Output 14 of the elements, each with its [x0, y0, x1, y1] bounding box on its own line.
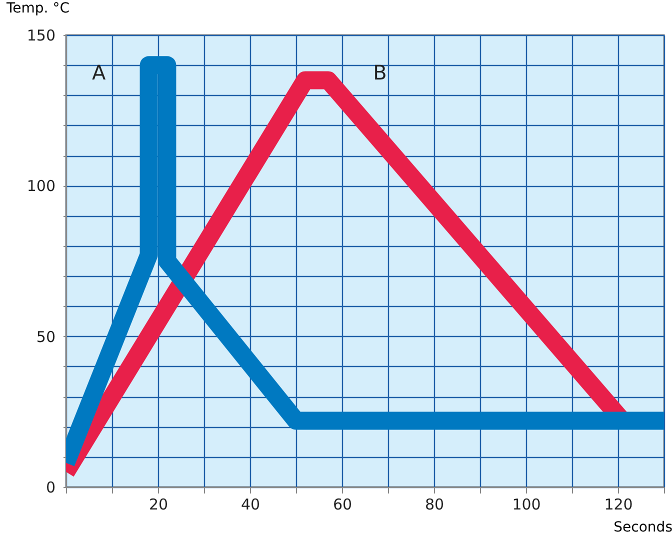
x-axis-title: Seconds — [614, 520, 672, 535]
x-tick-label: 60 — [332, 496, 352, 514]
y-tick-label: 0 — [46, 478, 56, 496]
y-tick-label: 100 — [26, 177, 56, 196]
x-tick-label: 100 — [512, 496, 541, 514]
x-tick-label: 120 — [604, 496, 633, 514]
y-axis-title: Temp. °C — [6, 0, 70, 16]
annotation: B — [373, 60, 387, 84]
x-tick-label: 80 — [424, 496, 444, 514]
annotation: A — [92, 60, 106, 84]
y-tick-label: 50 — [36, 328, 56, 346]
x-tick-label: 20 — [148, 496, 168, 514]
y-tick-label: 150 — [26, 26, 56, 44]
x-tick-label: 40 — [240, 496, 260, 514]
